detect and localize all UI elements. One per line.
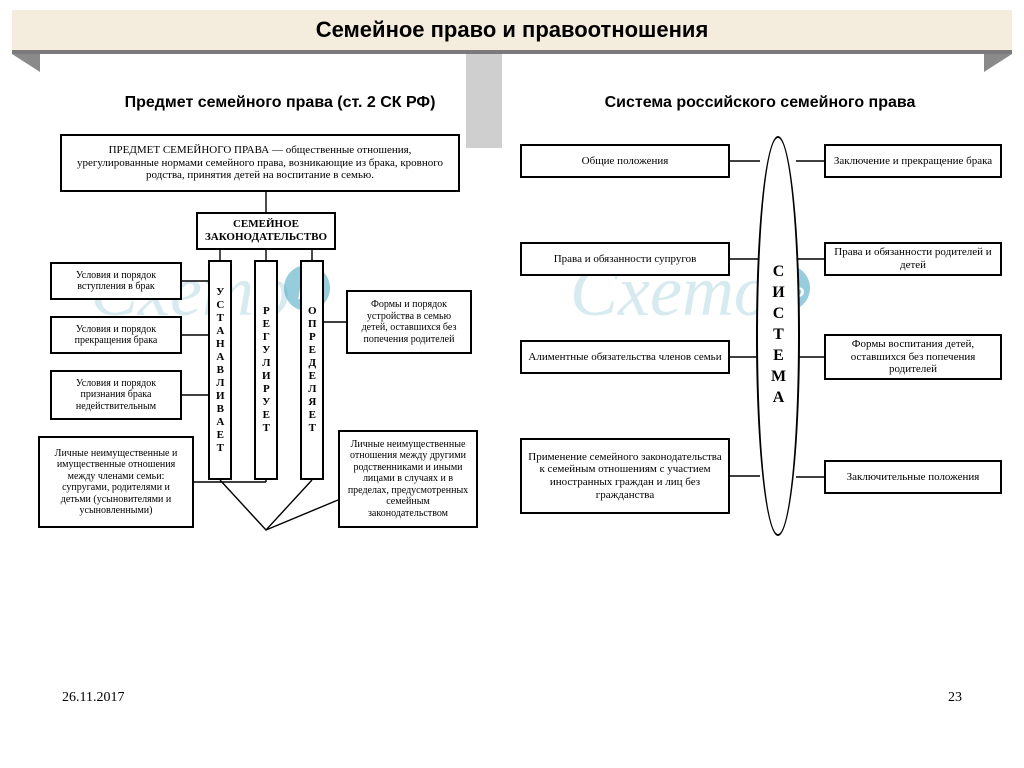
sys-left-3: Алиментные обязательства членов семьи xyxy=(520,340,730,374)
sys-left-1: Общие положения xyxy=(520,144,730,178)
sys-left-4: Применение семейного законодательства к … xyxy=(520,438,730,514)
verb-reguliruet: РЕГУЛИРУЕТ xyxy=(254,260,278,480)
sys-left-2: Права и обязанности супругов xyxy=(520,242,730,276)
legislation-box: СЕМЕЙНОЕ ЗАКОНОДАТЕЛЬСТВО xyxy=(196,212,336,250)
sys-right-4: Заключительные положения xyxy=(824,460,1002,494)
left-item-2: Условия и порядок прекращения брака xyxy=(50,316,182,354)
left-item-1: Условия и порядок вступления в брак xyxy=(50,262,182,300)
left-right-item-1: Формы и порядок устройства в семью детей… xyxy=(346,290,472,354)
left-heading: Предмет семейного права (ст. 2 СК РФ) xyxy=(120,94,440,112)
footer-page: 23 xyxy=(948,690,962,706)
title-center-stem xyxy=(466,54,502,148)
right-heading: Система российского семейного права xyxy=(580,94,940,112)
left-item-4: Личные неимущественные и имущественные о… xyxy=(38,436,194,528)
sys-right-3: Формы воспитания детей, оставшихся без п… xyxy=(824,334,1002,380)
slide-title: Семейное право и правоотношения xyxy=(316,17,709,43)
sys-right-2: Права и обязанности родителей и детей xyxy=(824,242,1002,276)
sys-right-1: Заключение и прекращение брака xyxy=(824,144,1002,178)
left-right-item-2: Личные неимущественные отношения между д… xyxy=(338,430,478,528)
verb-opredelyaet: ОПРЕДЕЛЯЕТ xyxy=(300,260,324,480)
left-item-3: Условия и порядок признания брака недейс… xyxy=(50,370,182,420)
footer-date: 26.11.2017 xyxy=(62,690,124,706)
slide-title-bar: Семейное право и правоотношения xyxy=(12,10,1012,54)
title-fold-left xyxy=(12,54,40,72)
verb-ustanavlivaet: УСТАНАВЛИВАЕТ xyxy=(208,260,232,480)
title-fold-right xyxy=(984,54,1012,72)
system-oval: СИСТЕМА xyxy=(756,136,800,536)
definition-box: ПРЕДМЕТ СЕМЕЙНОГО ПРАВА — общественные о… xyxy=(60,134,460,192)
